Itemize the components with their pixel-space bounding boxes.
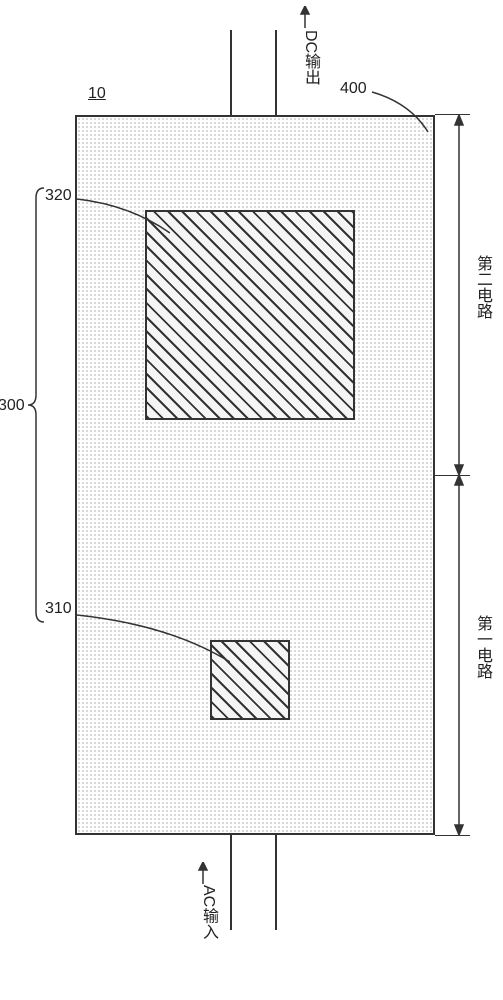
ref-400: 400 xyxy=(340,80,367,98)
dim-upper xyxy=(452,115,466,475)
input-wire-1 xyxy=(230,835,232,930)
ref-310: 310 xyxy=(45,600,72,618)
leader-320 xyxy=(75,195,170,235)
input-label: AC输入 xyxy=(196,885,220,939)
diagram-canvas: AC输入 DC输出 10 400 320 310 300 第二电路 xyxy=(0,0,503,1000)
ref-10: 10 xyxy=(88,85,106,103)
large-hatched-square xyxy=(145,210,355,420)
output-wire-2 xyxy=(275,30,277,115)
dim-lower xyxy=(452,475,466,835)
ref-300: 300 xyxy=(0,397,25,415)
input-wire-2 xyxy=(275,835,277,930)
output-wire-1 xyxy=(230,30,232,115)
brace-300 xyxy=(28,186,46,624)
leader-400 xyxy=(370,88,430,133)
region-right-label: 第二电路 xyxy=(470,255,494,319)
output-arrow xyxy=(298,6,312,28)
input-arrow xyxy=(196,862,210,884)
ref-320: 320 xyxy=(45,187,72,205)
region-left-label: 第一电路 xyxy=(470,615,494,679)
dim-tick-bot xyxy=(435,835,470,836)
leader-310 xyxy=(75,610,230,665)
output-label: DC输出 xyxy=(298,30,322,85)
